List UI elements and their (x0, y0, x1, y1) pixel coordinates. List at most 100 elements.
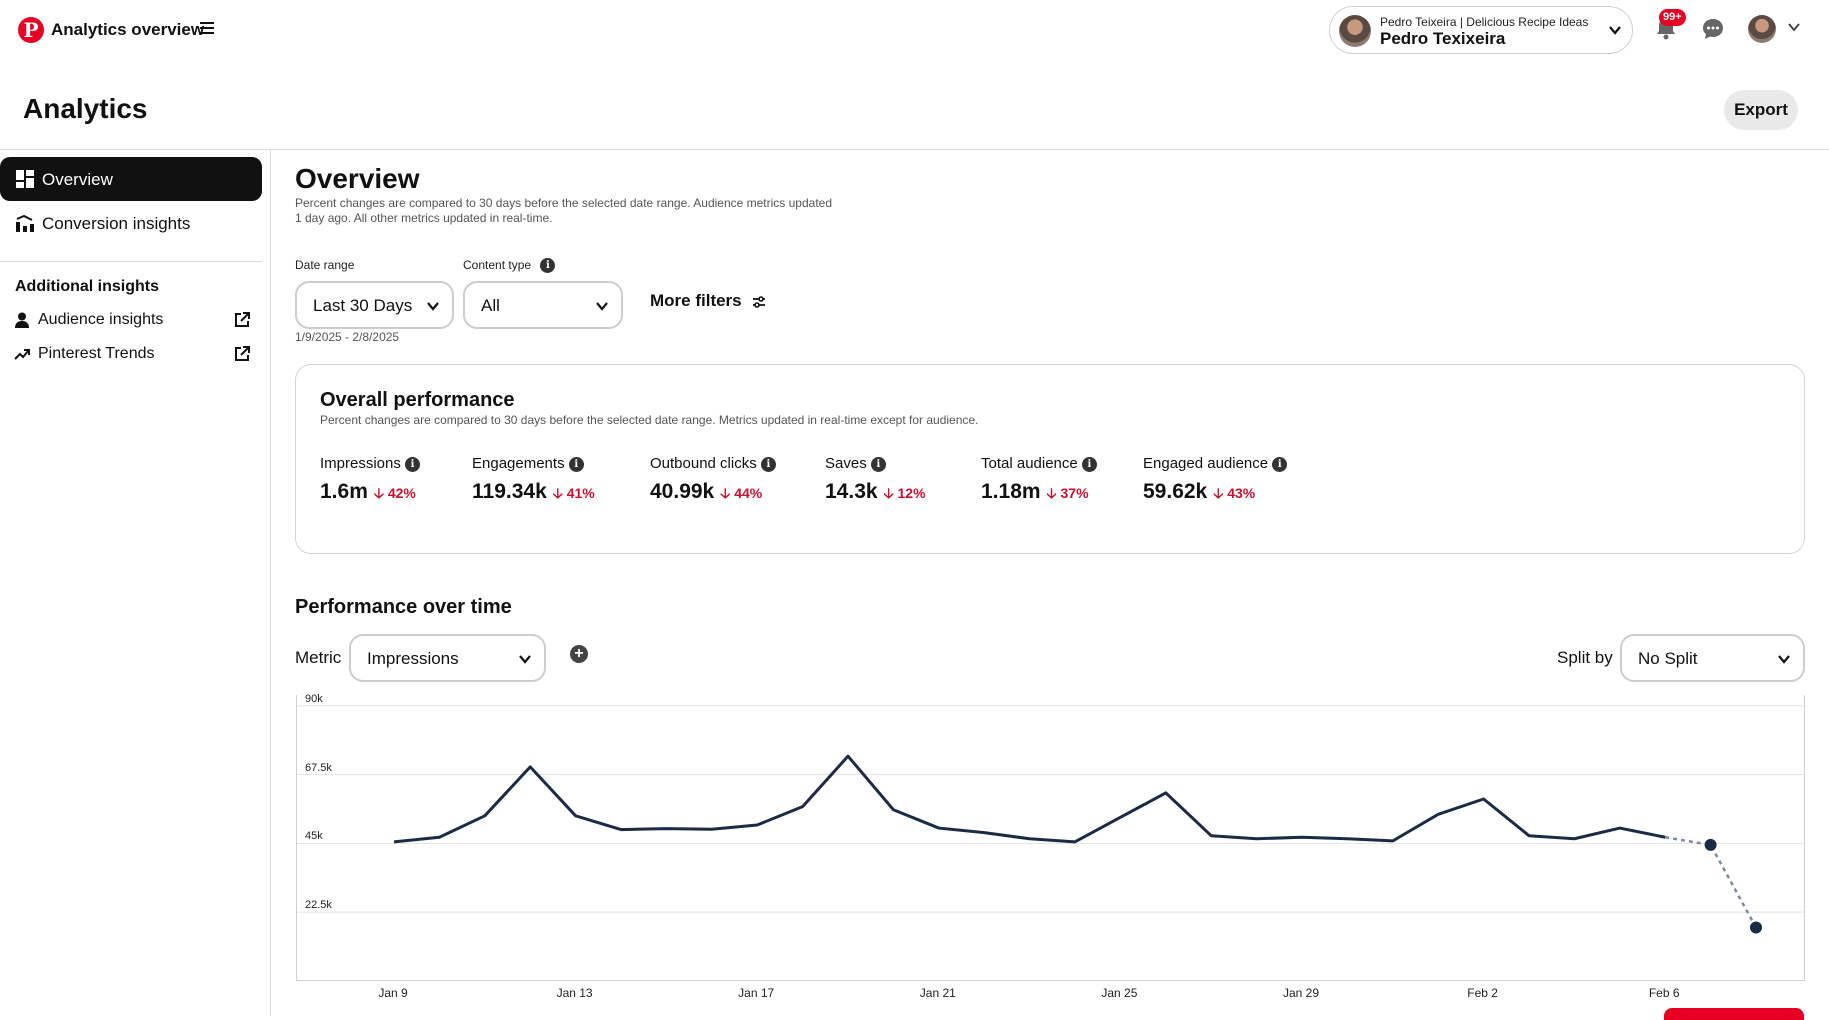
chart-plot-area[interactable] (297, 695, 1806, 981)
metric-label: Saves (825, 455, 867, 472)
metric-total-audience[interactable]: Total audience i 1.18m 🡣 37% (981, 455, 1097, 507)
date-range-select[interactable]: Last 30 Days (295, 281, 454, 329)
external-link-icon (235, 346, 250, 361)
metric-engagements[interactable]: Engagements i 119.34k 🡣 41% (472, 455, 595, 507)
content-type-value: All (481, 296, 500, 315)
metric-change: 12% (897, 485, 926, 501)
arrow-down-icon: 🡣 (373, 485, 384, 501)
sidebar-item-audience-insights[interactable]: Audience insights (14, 309, 250, 333)
x-tick-label: Feb 6 (1648, 986, 1680, 1000)
sidebar-item-label: Overview (42, 170, 113, 189)
metric-select-value: Impressions (367, 649, 459, 668)
metric-saves[interactable]: Saves i 14.3k 🡣 12% (825, 455, 926, 507)
menu-icon[interactable] (200, 22, 214, 34)
metric-label: Total audience (981, 455, 1078, 472)
metric-change: 44% (734, 485, 763, 501)
metric-change: 43% (1227, 485, 1256, 501)
metric-impressions[interactable]: Impressions i 1.6m 🡣 42% (320, 455, 421, 507)
metric-outbound-clicks[interactable]: Outbound clicks i 40.99k 🡣 44% (650, 455, 776, 507)
metric-label: Impressions (320, 455, 401, 472)
content-type-label-wrap: Content type i (463, 258, 556, 274)
sidebar-item-label: Conversion insights (42, 214, 191, 233)
info-icon[interactable]: i (405, 456, 421, 472)
metric-value: 119.34k (472, 480, 547, 503)
floating-red-button[interactable] (1664, 1008, 1804, 1020)
app-title[interactable]: Analytics overview (51, 20, 205, 39)
date-range-label: Date range (295, 258, 355, 272)
metric-change: 41% (566, 485, 595, 501)
person-icon (15, 312, 29, 328)
overview-note: Percent changes are compared to 30 days … (295, 196, 833, 225)
x-tick-label: Jan 25 (1101, 986, 1138, 1000)
info-icon[interactable]: i (870, 456, 886, 472)
metric-engaged-audience[interactable]: Engaged audience i 59.62k 🡣 43% (1143, 455, 1288, 507)
x-tick-label: Feb 2 (1467, 986, 1498, 1000)
account-switcher[interactable]: Pedro Teixeira | Delicious Recipe Ideas … (1329, 6, 1633, 54)
sidebar-item-overview[interactable]: Overview (0, 157, 262, 201)
metric-value: 59.62k (1143, 480, 1208, 503)
metric-label: Outbound clicks (650, 455, 757, 472)
chevron-down-icon (1609, 26, 1621, 35)
dashboard-icon (16, 170, 34, 188)
y-tick-label: 22.5k (305, 899, 332, 912)
split-by-select[interactable]: No Split (1620, 634, 1805, 682)
overall-performance-card: Overall performance Percent changes are … (295, 364, 1805, 554)
filter-sliders-icon (753, 295, 766, 308)
user-avatar[interactable] (1748, 15, 1776, 43)
split-by-label: Split by (1557, 648, 1613, 667)
pinterest-logo-icon[interactable]: P (18, 17, 44, 43)
more-filters-label: More filters (650, 291, 742, 310)
sidebar-item-pinterest-trends[interactable]: Pinterest Trends (14, 343, 250, 367)
x-tick-label: Jan 9 (378, 986, 408, 1000)
arrow-down-icon: 🡣 (552, 485, 563, 501)
info-icon[interactable]: i (568, 456, 584, 472)
sidebar-item-conversion-insights[interactable]: Conversion insights (0, 201, 262, 245)
more-filters-button[interactable]: More filters (650, 291, 766, 311)
page-title: Analytics (23, 93, 148, 124)
chevron-down-icon (427, 302, 439, 311)
top-bar: P Analytics overview Pedro Teixeira | De… (0, 0, 1829, 58)
trend-icon (14, 349, 30, 360)
split-by-value: No Split (1638, 649, 1698, 668)
sidebar-separator (0, 261, 262, 262)
info-icon[interactable]: i (1081, 456, 1097, 472)
sidebar-item-label: Pinterest Trends (38, 345, 155, 362)
chevron-down-icon[interactable] (1787, 20, 1801, 34)
metric-change: 37% (1060, 485, 1089, 501)
external-link-icon (235, 312, 250, 327)
data-point[interactable] (1750, 921, 1762, 934)
info-icon[interactable]: i (760, 456, 776, 472)
metric-label: Engaged audience (1143, 455, 1269, 472)
additional-insights-heading: Additional insights (15, 278, 159, 295)
y-tick-label: 67.5k (305, 761, 332, 774)
header-divider (0, 149, 1829, 150)
data-point[interactable] (1704, 838, 1717, 851)
x-tick-label: Jan 17 (738, 986, 775, 1000)
metric-change: 42% (387, 485, 416, 501)
metric-value: 14.3k (825, 480, 878, 503)
export-button[interactable]: Export (1724, 90, 1798, 130)
overview-title: Overview (295, 163, 420, 194)
info-icon[interactable]: i (540, 258, 556, 274)
x-tick-label: Jan 29 (1282, 986, 1320, 1000)
notification-badge: 99+ (1659, 9, 1686, 26)
metric-select[interactable]: Impressions (349, 634, 546, 682)
account-business-name: Pedro Teixeira | Delicious Recipe Ideas (1380, 15, 1589, 29)
y-tick-label: 90k (305, 692, 323, 705)
content-type-select[interactable]: All (463, 281, 623, 329)
messages-icon[interactable] (1701, 17, 1725, 41)
arrow-down-icon: 🡣 (1213, 485, 1224, 501)
chevron-down-icon (596, 302, 608, 311)
metric-value: 1.18m (981, 480, 1041, 503)
date-range-dates: 1/9/2025 - 2/8/2025 (295, 330, 400, 344)
arrow-down-icon: 🡣 (1046, 485, 1057, 501)
add-metric-icon[interactable]: + (570, 645, 588, 663)
sidebar-item-label: Audience insights (38, 311, 164, 328)
info-icon[interactable]: i (1272, 456, 1288, 472)
x-tick-label: Jan 21 (919, 986, 956, 1000)
chevron-down-icon (1778, 655, 1790, 664)
y-tick-label: 45k (305, 830, 323, 843)
conversion-chart-icon (16, 214, 34, 232)
metric-value: 1.6m (320, 480, 368, 503)
metric-select-label: Metric (295, 648, 342, 667)
